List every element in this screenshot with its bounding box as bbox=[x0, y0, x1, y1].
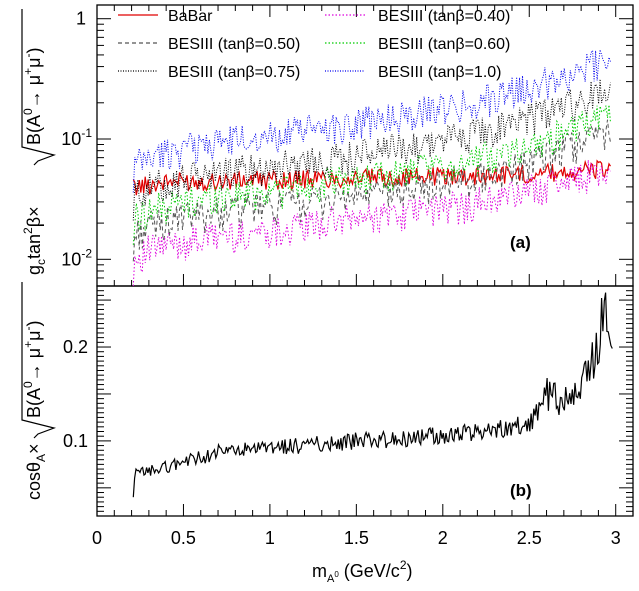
ylabel-a-sqrt-sup3: - bbox=[21, 54, 35, 58]
legend-label-t100: BESIII (tanβ=1.0) bbox=[378, 64, 501, 81]
x-tick-label: 1.5 bbox=[344, 528, 369, 548]
legend-label-t075: BESIII (tanβ=0.75) bbox=[168, 64, 300, 81]
ylabel-b-sub: A bbox=[34, 454, 48, 462]
panel-b-frame bbox=[96, 285, 634, 517]
panel-b-series bbox=[132, 292, 613, 498]
xlabel-subsup: 0 bbox=[334, 570, 339, 579]
x-tick-label: 1 bbox=[265, 528, 275, 548]
ylabel-a-rest: β× bbox=[24, 206, 44, 227]
svg-text:cosθA×: cosθA× bbox=[24, 443, 48, 500]
ylabel-a-sqrt-mid: → μ bbox=[24, 75, 44, 108]
panel-a-ticks: 10-2 10-1 1 bbox=[61, 9, 633, 287]
panel-a-ylabel: gctan2β× B(A0→ μ+μ-) bbox=[21, 9, 57, 275]
panel-b-ticks: 0.1 0.2 bbox=[63, 290, 633, 512]
series-line-t040 bbox=[132, 159, 611, 287]
xlabel-sub: A bbox=[327, 573, 335, 585]
ylabel-a-sqrt-sup2: + bbox=[21, 68, 35, 75]
ylabel-b-sqrt-end: ) bbox=[24, 321, 44, 327]
xlabel-rest: (GeV/c bbox=[339, 561, 400, 581]
svg-text:gctan2β×: gctan2β× bbox=[21, 206, 48, 275]
y-tick-label: 1 bbox=[76, 9, 86, 29]
x-axis-ticks: 0 0.5 1 1.5 2 2.5 3 bbox=[92, 5, 634, 548]
panel-a-series bbox=[132, 49, 611, 287]
ylabel-a-sqrt-end: ) bbox=[24, 48, 44, 54]
legend-label-t040: BESIII (tanβ=0.40) bbox=[378, 8, 510, 25]
x-tick-label: 2.5 bbox=[517, 528, 542, 548]
x-tick-label: 0 bbox=[92, 528, 102, 548]
legend-label-t060: BESIII (tanβ=0.60) bbox=[378, 36, 510, 53]
y-tick-label: 10-1 bbox=[61, 126, 92, 149]
svg-text:B(A0→ μ+μ-): B(A0→ μ+μ-) bbox=[21, 321, 44, 418]
series-line-bottom bbox=[132, 292, 613, 498]
x-tick-label: 2 bbox=[438, 528, 448, 548]
series-line-t100 bbox=[132, 49, 611, 193]
ylabel-a-sup: 2 bbox=[21, 227, 35, 234]
ylabel-b-sqrt-b: B(A bbox=[24, 388, 44, 418]
x-axis-label: mA0 (GeV/c2) bbox=[312, 558, 413, 585]
ylabel-b-rest: × bbox=[24, 443, 44, 454]
panel-a-label: (a) bbox=[510, 233, 531, 252]
x-tick-label: 0.5 bbox=[171, 528, 196, 548]
ylabel-b-sqrt-mid2: μ bbox=[24, 331, 44, 341]
ylabel-a-sqrt-mid2: μ bbox=[24, 58, 44, 68]
ylabel-a-tan: tan bbox=[24, 234, 44, 259]
ylabel-b-sqrt-sup2: + bbox=[21, 341, 35, 348]
xlabel-sup: 2 bbox=[400, 558, 407, 572]
ylabel-b-sqrt-mid: → μ bbox=[24, 348, 44, 381]
xlabel-m: m bbox=[312, 561, 327, 581]
ylabel-b-sqrt-sign bbox=[21, 282, 57, 439]
series-line-t050 bbox=[132, 119, 611, 262]
ylabel-a-sqrt-sign bbox=[21, 9, 57, 166]
ylabel-b-sqrt-sup3: - bbox=[21, 327, 35, 331]
panel-b-label: (b) bbox=[510, 481, 532, 500]
series-line-babar bbox=[132, 159, 611, 196]
ylabel-b-cos: cosθ bbox=[24, 462, 44, 500]
ylabel-a-sub: c bbox=[34, 259, 48, 265]
ylabel-a-sqrt-sup: 0 bbox=[21, 108, 35, 115]
xlabel-end: ) bbox=[407, 561, 413, 581]
legend-label-t050: BESIII (tanβ=0.50) bbox=[168, 36, 300, 53]
y-tick-label: 0.1 bbox=[63, 431, 88, 451]
y-tick-label: 0.2 bbox=[63, 337, 88, 357]
legend: BaBar BESIII (tanβ=0.50) BESIII (tanβ=0.… bbox=[118, 8, 510, 81]
svg-text:B(A0→ μ+μ-): B(A0→ μ+μ-) bbox=[21, 48, 44, 145]
legend-label-babar: BaBar bbox=[168, 8, 213, 25]
y-tick-label: 10-2 bbox=[61, 246, 92, 269]
series-line-t060 bbox=[132, 104, 611, 245]
ylabel-a-sqrt-b: B(A bbox=[24, 115, 44, 145]
ylabel-a-g: g bbox=[24, 265, 44, 275]
series-line-t075 bbox=[132, 79, 611, 221]
x-tick-label: 3 bbox=[611, 528, 621, 548]
panel-b-ylabel: cosθA× B(A0→ μ+μ-) bbox=[21, 282, 57, 500]
ylabel-b-sqrt-sup: 0 bbox=[21, 381, 35, 388]
